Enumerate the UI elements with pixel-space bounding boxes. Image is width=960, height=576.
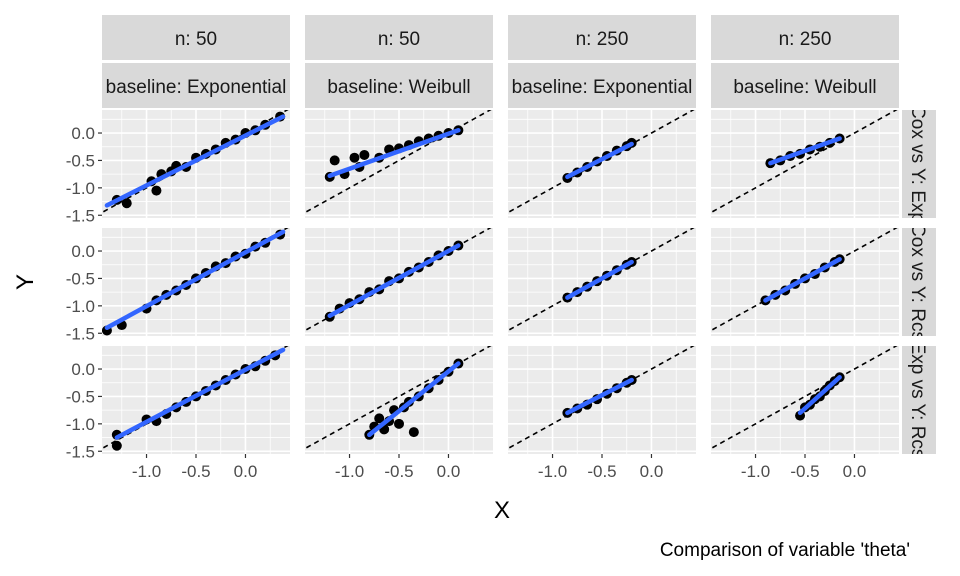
fit-line [327, 128, 461, 179]
y-tick-label: -1.0 [66, 415, 95, 434]
axes-labels: -1.5 -1.0 -0.5 0.0 -1.5 -1.0 -0.5 0.0 -1.5 -1.0 -0… [66, 124, 867, 481]
x-axis-title: X [494, 497, 510, 524]
y-tick-label: 0.0 [71, 124, 95, 143]
strip-col-baseline-bg [102, 63, 290, 108]
y-tick-label: -1.5 [66, 324, 95, 343]
strip-row-bg [902, 346, 936, 454]
strip-col-n-bg [102, 15, 290, 60]
facet-panel [711, 228, 899, 336]
x-tick-label: 0.0 [843, 462, 867, 481]
strip-col-n-label: n: 50 [175, 29, 217, 50]
facet-panel [711, 346, 899, 454]
fit-line [104, 114, 286, 208]
facet-panel [102, 228, 290, 336]
y-tick-label: 0.0 [71, 360, 95, 379]
data-point [121, 198, 132, 209]
strip-col-n-bg [508, 15, 696, 60]
facet-panel [102, 346, 290, 454]
fit-line [104, 229, 286, 331]
y-tick-label: -1.0 [66, 179, 95, 198]
strip-col-baseline-label: baseline: Exponential [106, 77, 287, 98]
facet-panel [305, 228, 493, 336]
x-tick-label: 0.0 [640, 462, 664, 481]
strip-row-bg [902, 110, 936, 218]
strip-col-baseline-label: baseline: Weibull [327, 77, 470, 98]
strip-col-baseline-bg [508, 63, 696, 108]
strip-row-bg [902, 228, 936, 336]
y-tick-label: -0.5 [66, 269, 95, 288]
facet-panel [508, 228, 696, 336]
fit-line [327, 243, 461, 318]
y-tick-label: -0.5 [66, 387, 95, 406]
identity-reference-line [711, 346, 898, 450]
x-tick-label: -0.5 [587, 462, 616, 481]
data-point [349, 152, 360, 163]
strip-col-baseline-label: baseline: Exponential [512, 77, 693, 98]
strip-row-label: Cox vs Y: Exp [907, 105, 928, 223]
strip-col-n-bg [711, 15, 899, 60]
data-point [394, 418, 404, 429]
facet-panel [711, 110, 899, 218]
fit-line [565, 377, 634, 416]
y-tick-label: -1.0 [66, 297, 95, 316]
strip-col-n-label: n: 50 [378, 29, 420, 50]
fit-line [763, 256, 842, 303]
x-tick-label: -1.0 [132, 462, 161, 481]
data-point [111, 440, 122, 451]
x-tick-label: -0.5 [790, 462, 819, 481]
facet-panels [102, 110, 899, 454]
facet-panel [305, 346, 493, 454]
strip-row-label: Cox vs Y: Rcs [907, 223, 928, 341]
y-tick-label: 0.0 [71, 242, 95, 261]
identity-reference-line [711, 110, 898, 214]
facet-panel [305, 110, 493, 218]
fit-line [768, 136, 842, 166]
strip-col-baseline-label: baseline: Weibull [733, 77, 876, 98]
data-point [374, 413, 385, 424]
x-tick-label: -1.0 [538, 462, 567, 481]
facet-panel [508, 110, 696, 218]
x-tick-label: 0.0 [437, 462, 461, 481]
strip-col-n-label: n: 250 [779, 29, 832, 50]
y-tick-label: -1.5 [66, 442, 95, 461]
facet-panel [102, 110, 290, 218]
data-point [408, 427, 419, 438]
fit-line [565, 259, 634, 300]
y-axis-title: Y [12, 274, 39, 290]
x-tick-label: -1.0 [335, 462, 364, 481]
fit-line [565, 141, 634, 180]
data-point [151, 185, 162, 196]
data-point [329, 155, 340, 166]
strip-col-n-label: n: 250 [576, 29, 629, 50]
x-tick-label: -0.5 [181, 462, 210, 481]
x-tick-label: -0.5 [384, 462, 413, 481]
strip-row-label: Exp vs Y: Rcs [907, 342, 928, 459]
caption: Comparison of variable 'theta' [660, 540, 910, 561]
fit-line [114, 347, 286, 440]
identity-reference-line [305, 110, 492, 214]
facet-panel [508, 346, 696, 454]
data-point [359, 149, 370, 160]
fit-line [797, 374, 842, 416]
facet-strips: n: 50 baseline: Exponential n: 50 baseline:… [102, 15, 936, 459]
strip-col-baseline-bg [711, 63, 899, 108]
strip-col-baseline-bg [305, 63, 493, 108]
x-tick-label: -1.0 [741, 462, 770, 481]
x-tick-label: 0.0 [234, 462, 258, 481]
identity-reference-line [305, 346, 492, 450]
y-tick-label: -1.5 [66, 206, 95, 225]
strip-col-n-bg [305, 15, 493, 60]
fit-line [367, 361, 461, 438]
y-tick-label: -0.5 [66, 151, 95, 170]
